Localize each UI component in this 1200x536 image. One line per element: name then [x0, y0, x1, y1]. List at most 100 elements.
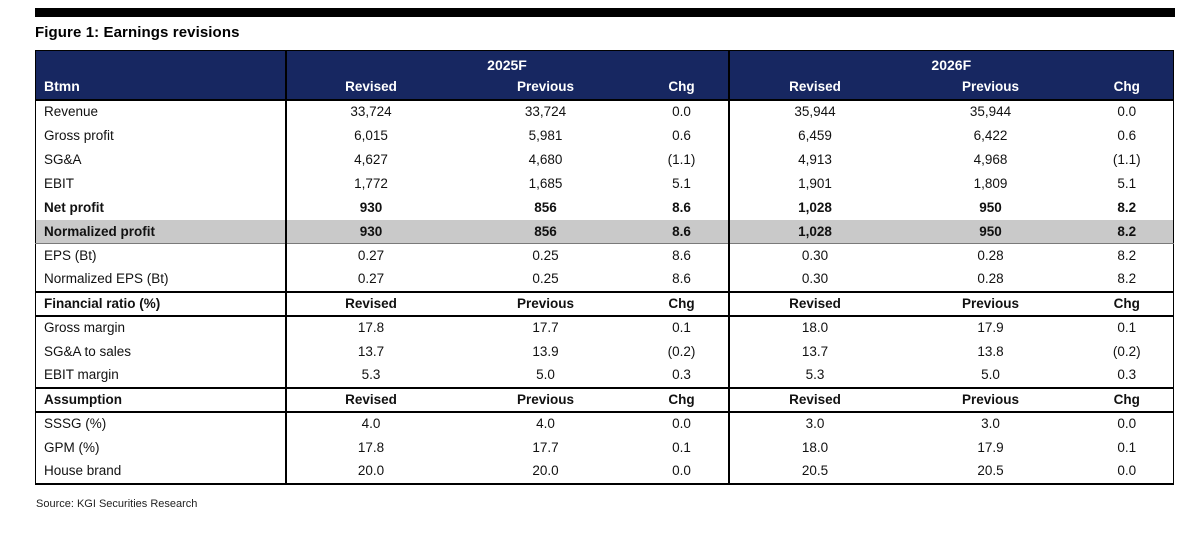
value-cell: 33,724: [350, 104, 392, 120]
group-2025f-header: 2025F: [285, 50, 730, 76]
section-header-row: Financial ratio (%) Revised Previous Chg Rev…: [35, 290, 1174, 317]
value-cell: 856: [534, 199, 557, 215]
table-row: House brand 20.0 20.0 0.0 20.5 20.5 0.0: [35, 459, 1174, 484]
value-cell: 4,968: [973, 151, 1008, 167]
value-cell: Revised: [728, 386, 901, 413]
value-cell: Revised: [285, 386, 456, 413]
value-cell: 8.6: [635, 243, 730, 268]
value-cell: 0.1: [1117, 320, 1137, 336]
row-label: Normalized EPS (Bt): [35, 267, 287, 292]
value-cell: 35,944: [794, 104, 836, 120]
value-cell: 0.1: [1117, 439, 1137, 455]
table-row: Normalized EPS (Bt) 0.27 0.25 8.6 0.30 0.28 8.…: [35, 267, 1174, 292]
value-cell: 6,459: [798, 127, 832, 143]
value-cell: 1,685: [528, 175, 563, 191]
col-header-previous-2026: Previous: [900, 75, 1081, 100]
col-header-previous-2025: Previous: [455, 75, 636, 100]
figure-title: Figure 1: Earnings revisions: [35, 24, 240, 41]
table-row: Net profit 930 856 8.6 1,028 950 8.2: [35, 195, 1174, 220]
table-row: SSSG (%) 4.0 4.0 0.0 3.0 3.0 0.0: [35, 411, 1174, 436]
table-row: Gross profit 6,015 5,981 0.6 6,459 6,422 0.6: [35, 123, 1174, 148]
value-cell: 1,901: [798, 175, 832, 191]
value-cell: Previous: [455, 386, 636, 413]
value-cell: 5.3: [361, 367, 381, 383]
value-cell: 0.0: [635, 99, 730, 124]
value-cell: 930: [285, 219, 456, 244]
value-cell: 0.6: [635, 123, 730, 148]
value-cell: 4,680: [528, 151, 563, 167]
value-cell: 0.25: [532, 271, 559, 287]
group-2026f-header: 2026F: [728, 50, 1174, 76]
row-label: Gross margin: [35, 315, 287, 340]
value-cell: 35,944: [969, 104, 1012, 120]
value-cell: (0.2): [635, 339, 730, 364]
value-cell: 856: [455, 219, 636, 244]
value-cell: 930: [359, 199, 383, 215]
value-cell: 8.6: [635, 219, 730, 244]
value-cell: 20.5: [801, 463, 829, 479]
col-header-chg-2025: Chg: [635, 75, 730, 100]
value-cell: 0.30: [801, 271, 829, 287]
value-cell: 20.5: [977, 463, 1004, 479]
value-cell: 17.7: [532, 439, 559, 455]
value-cell: Chg: [635, 290, 730, 317]
source-note: Source: KGI Securities Research: [36, 497, 198, 510]
value-cell: 18.0: [801, 320, 829, 336]
value-cell: 8.2: [1117, 199, 1137, 215]
row-label: Normalized profit: [35, 219, 287, 244]
row-label: Assumption: [35, 386, 287, 413]
value-cell: 17.8: [357, 320, 385, 336]
table-row: Gross margin 17.8 17.7 0.1 18.0 17.9 0.1: [35, 315, 1174, 340]
value-cell: 0.28: [977, 248, 1004, 263]
value-cell: 13.7: [801, 343, 829, 359]
row-label: SG&A to sales: [35, 339, 287, 364]
value-cell: 0.1: [635, 315, 730, 340]
value-cell: 3.0: [805, 416, 825, 432]
col-header-revised-2026: Revised: [728, 75, 901, 100]
value-cell: 0.1: [635, 435, 730, 460]
row-label: SSSG (%): [35, 411, 287, 436]
value-cell: 8.6: [635, 267, 730, 292]
row-label: Revenue: [35, 99, 287, 124]
row-label: EPS (Bt): [35, 243, 287, 268]
value-cell: 1,772: [354, 175, 388, 191]
section-header-row: Assumption Revised Previous Chg Revised Previ…: [35, 386, 1174, 413]
value-cell: Previous: [900, 386, 1081, 413]
table-row: EBIT margin 5.3 5.0 0.3 5.3 5.0 0.3: [35, 363, 1174, 388]
value-cell: 5.0: [536, 367, 555, 383]
table-row: SG&A 4,627 4,680 (1.1) 4,913 4,968 (1.1): [35, 147, 1174, 172]
corner-header-cell: Btmn: [35, 50, 287, 100]
value-cell: Previous: [455, 290, 636, 317]
table-row: Normalized profit 930 856 8.6 1,028 950 8.2: [35, 219, 1174, 244]
col-header-chg-2026: Chg: [1080, 75, 1174, 100]
value-cell: 0.6: [1117, 127, 1137, 143]
table-header: Btmn 2025F 2026F Revised Previous Chg Re…: [35, 50, 1174, 100]
value-cell: 8.2: [1117, 271, 1137, 287]
value-cell: 950: [979, 199, 1002, 215]
subheader-row: Revised Previous Chg Revised Previous Ch…: [36, 75, 1174, 100]
value-cell: 4.0: [536, 416, 555, 432]
value-cell: Revised: [285, 290, 456, 317]
value-cell: (0.2): [1112, 343, 1141, 359]
row-label: EBIT: [35, 171, 287, 196]
top-divider-bar: [35, 8, 1175, 17]
table-body: Revenue 33,724 33,724 0.0 35,944 35,944 0.0 Gro…: [35, 99, 1174, 484]
row-label: Net profit: [35, 195, 287, 220]
value-cell: 0.25: [532, 248, 559, 263]
value-cell: 17.8: [357, 439, 385, 455]
value-cell: 17.9: [977, 439, 1004, 455]
value-cell: 20.0: [532, 463, 559, 479]
value-cell: 0.30: [801, 248, 829, 263]
value-cell: 8.2: [1117, 248, 1137, 263]
value-cell: 5.0: [981, 367, 1000, 383]
earnings-revisions-table: Btmn 2025F 2026F Revised Previous Chg Re…: [35, 50, 1175, 485]
value-cell: 8.2: [1080, 219, 1174, 244]
value-cell: 0.3: [635, 363, 730, 388]
value-cell: 1,028: [798, 199, 832, 215]
value-cell: 17.9: [977, 320, 1004, 336]
value-cell: 0.0: [635, 411, 730, 436]
row-label: Gross profit: [35, 123, 287, 148]
value-cell: 1,809: [973, 175, 1008, 191]
value-cell: 0.0: [635, 459, 730, 484]
table-row: Revenue 33,724 33,724 0.0 35,944 35,944 0.0: [35, 99, 1174, 124]
